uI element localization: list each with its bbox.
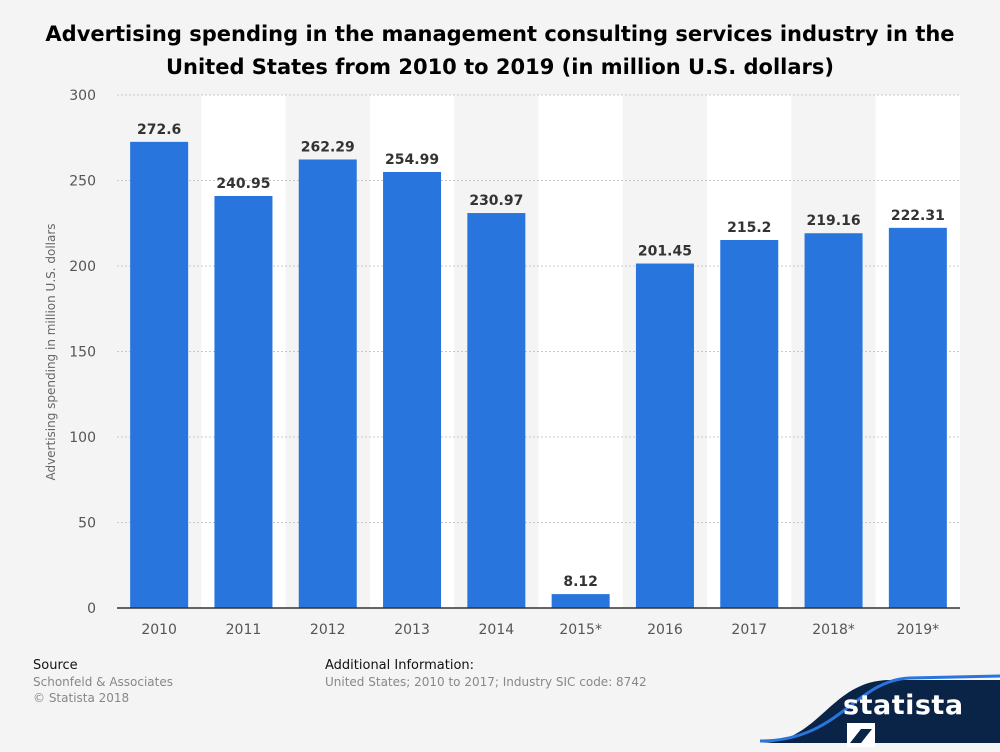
x-tick-label: 2010 xyxy=(141,622,177,638)
bar xyxy=(214,195,273,608)
data-label: 254.99 xyxy=(385,152,439,168)
statista-logo[interactable]: statista xyxy=(843,690,1000,752)
statista-logo-icon xyxy=(847,723,875,747)
data-label: 272.6 xyxy=(137,122,181,138)
copyright: © Statista 2018 xyxy=(33,691,130,705)
y-tick-label: 50 xyxy=(78,516,96,532)
data-label: 219.16 xyxy=(807,213,861,229)
brand-banner xyxy=(760,674,1000,743)
data-label: 262.29 xyxy=(301,139,355,155)
y-tick-label: 250 xyxy=(69,174,96,190)
additional-info-block: Additional Information: United States; 2… xyxy=(325,658,647,690)
chart-title-line-2: United States from 2010 to 2019 (in mill… xyxy=(165,55,834,79)
source-name[interactable]: Schonfeld & Associates xyxy=(33,675,173,689)
data-label: 230.97 xyxy=(469,193,523,209)
data-label: 222.31 xyxy=(891,208,945,224)
bar xyxy=(130,141,189,608)
data-label: 240.95 xyxy=(216,176,270,192)
bar xyxy=(804,233,863,609)
x-tick-label: 2013 xyxy=(394,622,430,638)
data-label: 8.12 xyxy=(563,574,598,590)
y-tick-label: 200 xyxy=(69,259,96,275)
source-heading: Source xyxy=(33,658,78,673)
x-tick-label: 2014 xyxy=(479,622,515,638)
x-tick-label: 2017 xyxy=(731,622,767,638)
x-tick-label: 2015* xyxy=(559,622,602,638)
bar xyxy=(888,227,947,608)
source-block: Source Schonfeld & Associates © Statista… xyxy=(33,658,173,706)
x-tick-label: 2012 xyxy=(310,622,346,638)
bar xyxy=(298,159,357,608)
x-tick-label: 2011 xyxy=(226,622,262,638)
y-tick-label: 150 xyxy=(69,345,96,361)
bar xyxy=(467,213,526,608)
bar xyxy=(635,263,694,608)
chart-title-line-1: Advertising spending in the management c… xyxy=(45,22,955,46)
additional-info-text: United States; 2010 to 2017; Industry SI… xyxy=(325,675,647,689)
y-axis-title: Advertising spending in million U.S. dol… xyxy=(44,223,58,481)
bar xyxy=(551,594,610,608)
y-tick-label: 100 xyxy=(69,430,96,446)
statista-logo-text: statista xyxy=(843,690,964,721)
x-tick-label: 2016 xyxy=(647,622,683,638)
x-tick-label: 2019* xyxy=(897,622,940,638)
additional-info-heading: Additional Information: xyxy=(325,658,475,673)
bar xyxy=(720,240,779,608)
bar-chart: 0 50 100 150 200 250 300 272.6 2010 240.95 2011 262… xyxy=(69,88,960,638)
bar xyxy=(383,171,442,608)
data-label: 201.45 xyxy=(638,244,692,260)
x-tick-label: 2018* xyxy=(812,622,855,638)
y-tick-label: 300 xyxy=(69,88,96,104)
chart-title: Advertising spending in the management c… xyxy=(0,18,1000,84)
data-label: 215.2 xyxy=(727,220,771,236)
y-tick-label: 0 xyxy=(87,601,96,617)
